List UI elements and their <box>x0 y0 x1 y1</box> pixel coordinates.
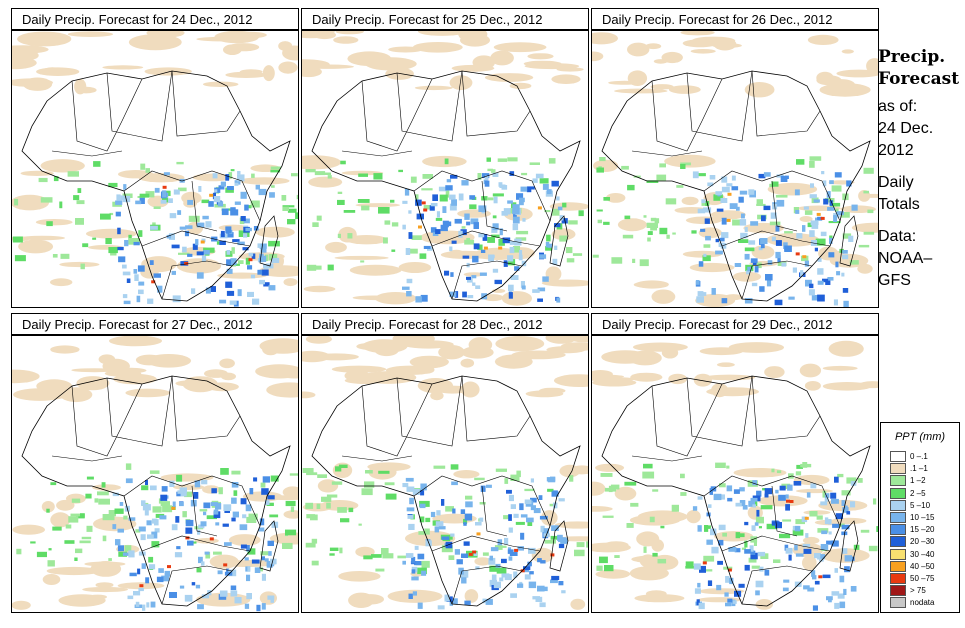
legend-label: 30 –40 <box>910 549 935 559</box>
data-line-1: Data: <box>878 228 917 245</box>
legend-swatch <box>890 597 906 609</box>
totals-line-2: Totals <box>878 196 920 213</box>
side-info: Precip. Forecast as of: 24 Dec. 2012 Dai… <box>878 46 963 292</box>
legend-label: 2 –5 <box>910 488 926 498</box>
africa-map-graphic <box>592 340 878 611</box>
africa-map-graphic <box>302 31 588 306</box>
legend-item: 1 –2 <box>890 475 926 487</box>
precip-map <box>11 30 299 308</box>
totals-line-1: Daily <box>878 174 914 191</box>
legend-item: 30 –40 <box>890 548 935 560</box>
asof-line-3: 2012 <box>878 142 914 159</box>
africa-map-graphic <box>592 31 878 307</box>
forecast-panel-25-dec: Daily Precip. Forecast for 25 Dec., 2012 <box>301 8 589 312</box>
legend-item: .1 –1 <box>890 463 928 475</box>
side-title-line-2: Forecast <box>878 69 960 89</box>
legend-item: 40 –50 <box>890 560 935 572</box>
legend-item: 20 –30 <box>890 536 935 548</box>
legend-item: > 75 <box>890 585 926 597</box>
panel-title: Daily Precip. Forecast for 29 Dec., 2012 <box>591 313 879 335</box>
africa-map-graphic <box>12 336 298 612</box>
legend-swatch <box>890 548 906 560</box>
africa-map-graphic <box>302 336 588 610</box>
forecast-panel-26-dec: Daily Precip. Forecast for 26 Dec., 2012 <box>591 8 879 312</box>
forecast-panel-28-dec: Daily Precip. Forecast for 28 Dec., 2012 <box>301 313 589 617</box>
legend-item: 2 –5 <box>890 487 926 499</box>
ppt-legend: PPT (mm) 0 –.1 .1 –1 1 –2 2 –5 5 –10 10 –15 15… <box>880 422 960 613</box>
panel-title: Daily Precip. Forecast for 28 Dec., 2012 <box>301 313 589 335</box>
forecast-panel-27-dec: Daily Precip. Forecast for 27 Dec., 2012 <box>11 313 299 617</box>
panel-title: Daily Precip. Forecast for 25 Dec., 2012 <box>301 8 589 30</box>
legend-label: nodata <box>910 598 935 608</box>
legend-swatch <box>890 463 906 475</box>
side-title-line-1: Precip. <box>878 47 946 67</box>
legend-item: 50 –75 <box>890 573 934 584</box>
legend-swatch <box>890 585 906 597</box>
legend-swatch <box>890 487 906 499</box>
legend-item: 15 –20 <box>890 524 935 536</box>
legend-swatch <box>890 475 906 487</box>
legend-title: PPT (mm) <box>894 431 946 443</box>
legend-label: .1 –1 <box>910 464 928 474</box>
legend-item: 5 –10 <box>890 499 931 511</box>
precip-map <box>591 335 879 613</box>
precip-map <box>591 30 879 308</box>
legend-swatch <box>890 536 906 548</box>
legend-label: 5 –10 <box>910 500 931 510</box>
legend-swatch <box>890 560 906 572</box>
legend-swatch <box>890 524 906 536</box>
precip-map <box>11 335 299 613</box>
legend-item: 0 –.1 <box>890 451 928 462</box>
panel-title: Daily Precip. Forecast for 27 Dec., 2012 <box>11 313 299 335</box>
precip-map <box>301 30 589 308</box>
legend-swatch <box>890 451 906 462</box>
legend-swatch <box>890 573 906 584</box>
data-line-3: GFS <box>878 272 911 289</box>
legend-label: 1 –2 <box>910 476 926 486</box>
legend-label: 40 –50 <box>910 561 935 571</box>
panel-title: Daily Precip. Forecast for 26 Dec., 2012 <box>591 8 879 30</box>
legend-label: 50 –75 <box>910 574 935 583</box>
forecast-panel-29-dec: Daily Precip. Forecast for 29 Dec., 2012 <box>591 313 879 617</box>
legend-label: 15 –20 <box>910 525 935 535</box>
legend-label: 20 –30 <box>910 537 935 547</box>
legend-item: 10 –15 <box>890 512 934 523</box>
legend-label: 0 –.1 <box>910 452 928 461</box>
forecast-panel-24-dec: Daily Precip. Forecast for 24 Dec., 2012 <box>11 8 299 312</box>
asof-line-2: 24 Dec. <box>878 120 934 137</box>
legend-swatch <box>890 499 906 511</box>
panel-title: Daily Precip. Forecast for 24 Dec., 2012 <box>11 8 299 30</box>
precip-map <box>301 335 589 613</box>
legend-label: 10 –15 <box>910 513 935 522</box>
legend-item: nodata <box>890 597 935 609</box>
asof-line-1: as of: <box>878 98 918 115</box>
data-line-2: NOAA– <box>878 250 933 267</box>
legend-swatch <box>890 512 906 523</box>
legend-label: > 75 <box>910 586 926 596</box>
africa-map-graphic <box>12 31 298 307</box>
